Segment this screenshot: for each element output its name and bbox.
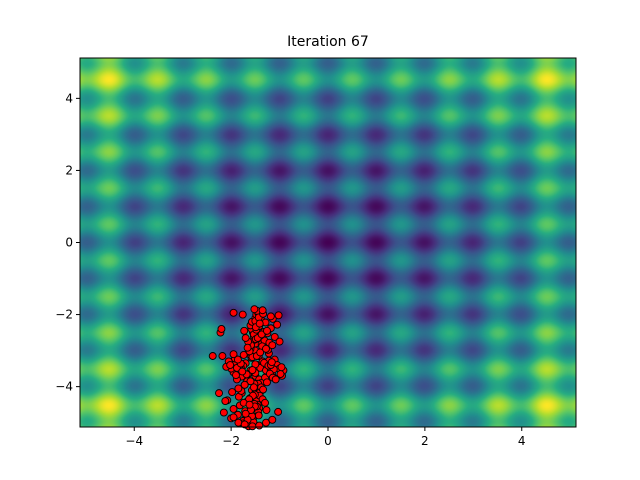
scatter-point [241,334,250,342]
x-tick-label: 0 [324,434,332,448]
scatter-point [268,341,277,350]
scatter-point [257,330,266,339]
scatter-point [256,348,265,357]
y-tick-label: −4 [55,380,73,394]
scatter-point [271,375,280,384]
scatter-point [240,420,249,429]
scatter-point [229,350,238,359]
scatter-point [258,306,267,315]
y-tick-label: −2 [55,308,73,322]
scatter-point [218,352,227,360]
scatter-point [262,418,270,427]
scatter-point [221,397,230,405]
scatter-point [229,413,238,422]
scatter-point [215,389,223,398]
y-tick-label: 2 [65,163,73,177]
scatter-point [275,337,284,346]
scatter-point [267,358,276,367]
scatter-point [262,406,271,415]
scatter-point [263,378,271,387]
scatter-point [266,312,275,321]
scatter-point [249,383,258,392]
x-tick-label: 2 [421,434,429,448]
scatter-point [250,305,259,314]
scatter-point [238,310,247,319]
scatter-point [241,409,250,418]
scatter-point [255,319,264,328]
scatter-point [274,311,283,320]
scatter-point [255,421,264,430]
axes-frame [79,57,577,428]
scatter-point [229,308,238,317]
scatter-point [233,355,242,364]
scatter-point [240,380,249,389]
scatter-point [234,384,243,393]
scatter-point [277,363,286,372]
scatter-point [263,326,271,335]
x-tick-label: 4 [518,434,526,448]
chart-title: Iteration 67 [287,34,369,50]
scatter-point [259,385,268,394]
scatter-point [273,320,282,329]
scatter-point [243,343,252,352]
scatter-point [208,352,217,360]
y-tick-label: 4 [65,91,73,105]
scatter-point [229,405,238,413]
x-tick-label: −4 [125,434,143,448]
scatter-points [208,305,288,431]
x-axis-ticks: −4 −2 0 2 4 [125,427,526,448]
scatter-point [248,366,257,375]
y-axis-ticks: −4 −2 0 2 4 [55,91,80,394]
scatter-point [268,415,277,424]
scatter-point [270,332,279,341]
y-tick-label: 0 [65,236,73,250]
scatter-point [261,398,269,407]
scatter-point [219,408,228,417]
scatter-point [262,344,270,353]
heatmap-background [80,58,576,427]
scatter-point [228,388,237,396]
scatter-point [239,350,248,359]
scatter-point [240,326,249,335]
scatter-point [274,407,283,416]
scatter-point [232,371,240,380]
scatter-point [246,377,255,386]
scatter-point [245,400,254,409]
scatter-point [248,422,257,431]
scatter-point [238,367,247,376]
scatter-point [226,361,235,369]
x-tick-label: −2 [222,434,240,448]
scatter-point [217,325,226,333]
